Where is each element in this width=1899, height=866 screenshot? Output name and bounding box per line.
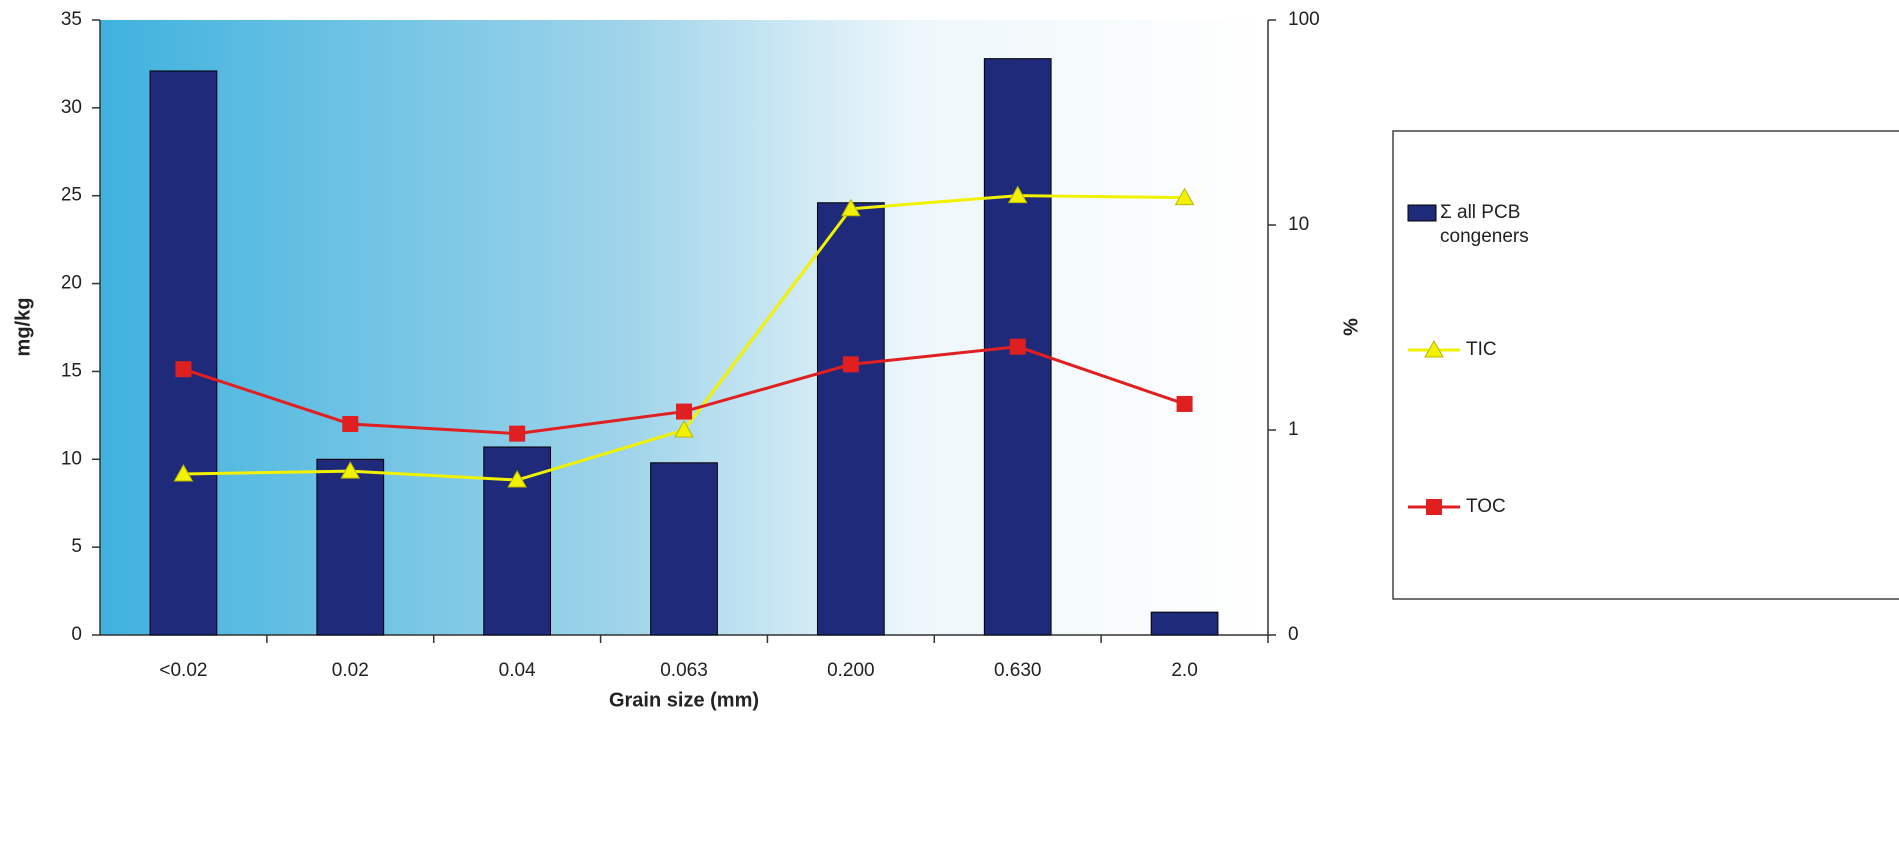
- x-tick-label: <0.02: [159, 660, 207, 681]
- point: [841, 198, 861, 217]
- y-tick-label: 0: [71, 624, 82, 645]
- x-tick-label: 0.200: [827, 660, 875, 681]
- point: [507, 470, 527, 488]
- y2-tick-label: 1: [1288, 419, 1299, 440]
- y-axis-title: mg/kg: [12, 298, 34, 357]
- point: [173, 463, 194, 482]
- legend-label: TOC: [1466, 496, 1506, 517]
- legend-marker: [1424, 339, 1444, 358]
- y-tick-label: 35: [61, 9, 82, 30]
- x-tick-label: 0.04: [499, 660, 536, 681]
- x-tick-label: 0.063: [660, 660, 708, 681]
- point: [1176, 395, 1193, 412]
- legend-label-line: Σ all PCB: [1440, 202, 1520, 223]
- y-tick-label: 20: [61, 273, 82, 294]
- y-tick-label: 30: [61, 97, 82, 118]
- bar: [650, 462, 718, 636]
- point: [842, 356, 859, 373]
- y2-tick-label: 0: [1288, 624, 1299, 645]
- x-tick-label: 0.02: [332, 660, 369, 681]
- bar: [149, 70, 218, 636]
- y-tick-label: 5: [71, 536, 82, 557]
- legend-box: [1392, 130, 1899, 600]
- bar: [816, 202, 885, 636]
- x-tick-label: 0.630: [994, 660, 1042, 681]
- x-tick-label: 2.0: [1171, 660, 1197, 681]
- legend-label-line: congeners: [1440, 226, 1529, 247]
- bar: [316, 458, 385, 636]
- bar: [1150, 611, 1219, 636]
- y-tick-label: 10: [61, 448, 82, 469]
- point: [340, 461, 361, 479]
- y2-tick-label: 100: [1288, 9, 1320, 30]
- y-tick-label: 15: [61, 360, 82, 381]
- y-tick-label: 25: [61, 185, 82, 206]
- legend-label: TIC: [1466, 339, 1497, 360]
- point: [676, 403, 692, 420]
- x-axis-title: Grain size (mm): [609, 689, 759, 711]
- point: [342, 415, 359, 432]
- point: [1007, 185, 1028, 204]
- point: [1174, 187, 1195, 206]
- point: [1009, 338, 1026, 355]
- legend-marker: [1426, 499, 1442, 515]
- legend-swatch: [1407, 204, 1437, 222]
- point: [674, 419, 694, 438]
- y2-axis-title: %: [1340, 318, 1362, 336]
- point: [509, 425, 526, 442]
- point: [175, 361, 192, 378]
- y2-tick-label: 10: [1288, 214, 1309, 235]
- legend-label: Σ all PCB congeners: [1440, 202, 1529, 247]
